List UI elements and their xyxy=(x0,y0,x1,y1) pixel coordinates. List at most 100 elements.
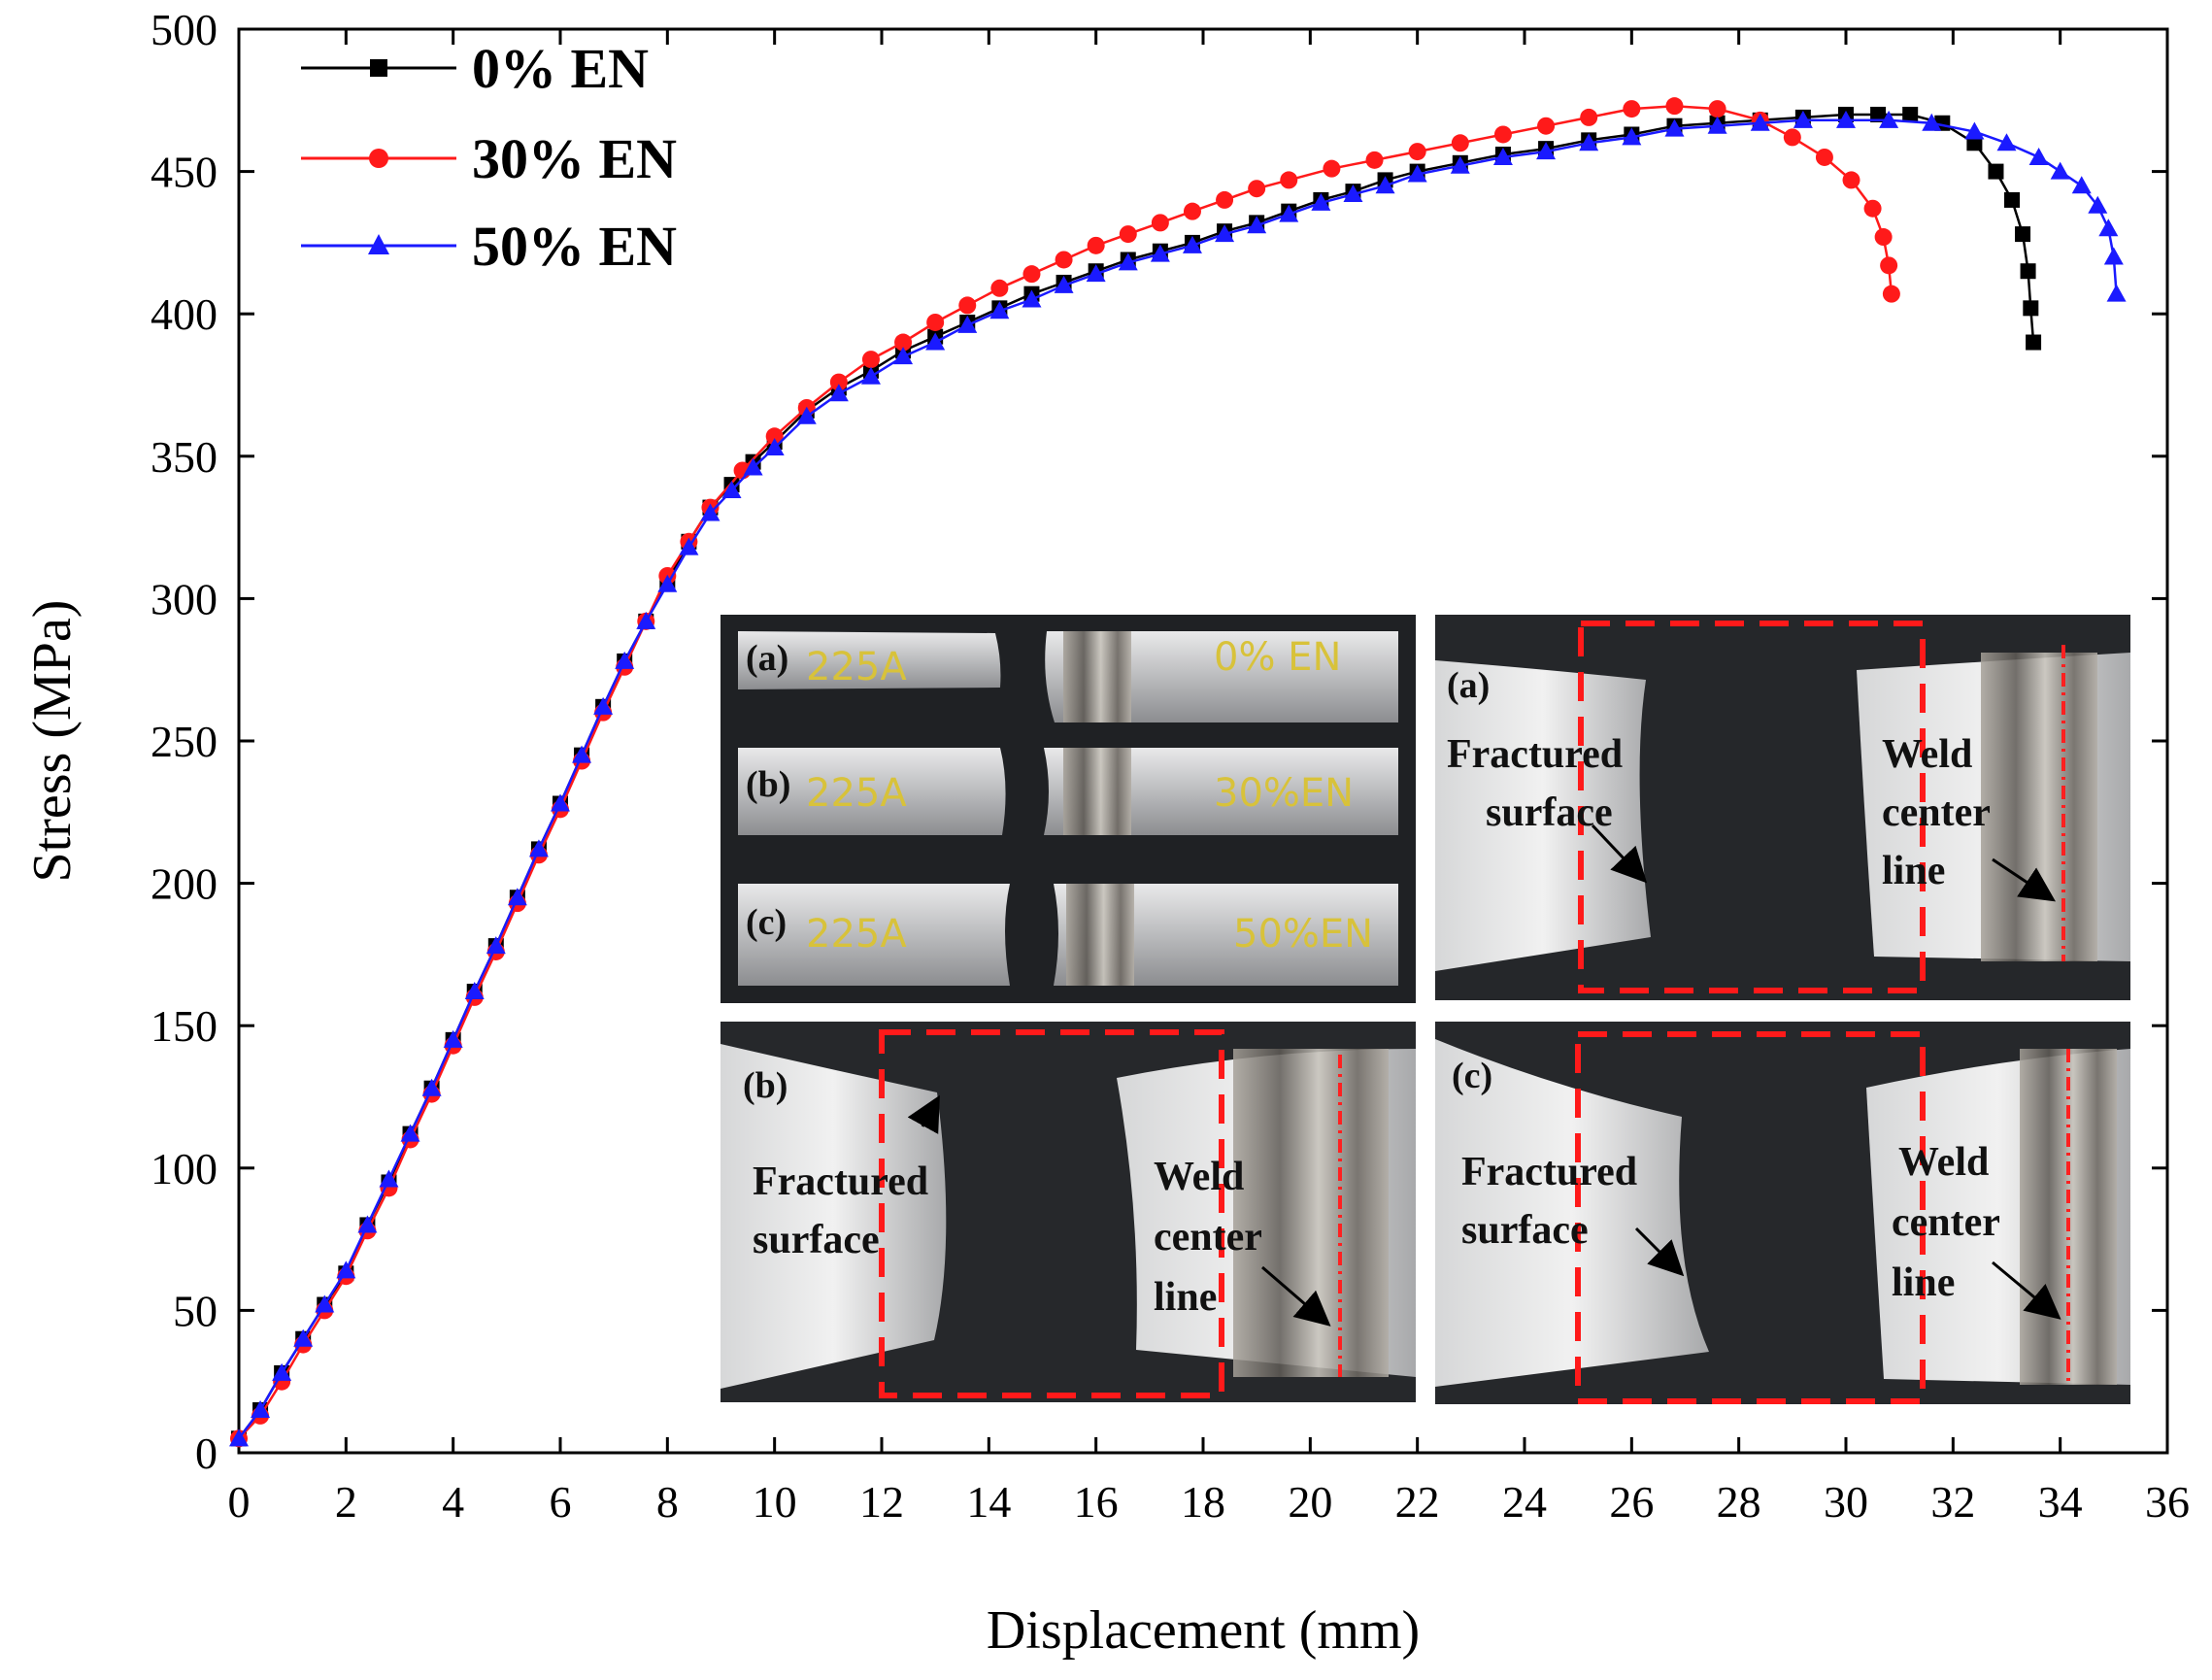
x-tick-label: 32 xyxy=(1930,1477,1975,1527)
data-point xyxy=(989,301,1010,319)
x-tick-label: 8 xyxy=(656,1477,679,1527)
data-point xyxy=(1151,214,1169,232)
data-point xyxy=(1492,147,1513,165)
data-point xyxy=(1537,117,1556,135)
data-point xyxy=(957,315,978,333)
y-tick-label: 400 xyxy=(151,289,218,339)
data-point xyxy=(1279,204,1299,222)
axis-ticks xyxy=(237,27,2169,1455)
data-point xyxy=(764,438,785,456)
overview-left-text-a: 225A xyxy=(806,645,907,689)
legend-item-1: 30% EN xyxy=(301,127,677,190)
x-tick-label: 24 xyxy=(1502,1477,1547,1527)
data-point xyxy=(828,384,849,402)
x-tick-label: 26 xyxy=(1609,1477,1654,1527)
data-point xyxy=(551,793,570,812)
data-point xyxy=(1247,216,1267,234)
y-tick-label: 0 xyxy=(195,1428,218,1478)
data-point xyxy=(1086,264,1106,283)
data-point xyxy=(636,611,656,629)
data-point xyxy=(1996,133,2017,151)
x-tick-label: 0 xyxy=(228,1477,251,1527)
data-point xyxy=(893,347,914,365)
legend-label-1: 30% EN xyxy=(472,127,677,190)
overview-right-text-c: 50%EN xyxy=(1233,912,1373,957)
data-point xyxy=(1375,176,1395,194)
data-point xyxy=(765,427,784,446)
panel-b-fracture-label-2: surface xyxy=(753,1218,880,1262)
data-point xyxy=(2015,226,2031,243)
x-tick-label: 16 xyxy=(1074,1477,1119,1527)
data-point xyxy=(357,1215,378,1233)
data-point xyxy=(743,457,763,476)
x-tick-label: 34 xyxy=(2038,1477,2083,1527)
data-point xyxy=(1248,180,1266,198)
legend: 0% EN 30% EN 50% EN xyxy=(301,37,677,278)
panel-c-tag: (c) xyxy=(1452,1056,1492,1096)
data-point xyxy=(272,1362,292,1381)
data-point xyxy=(1150,244,1170,262)
x-tick-label: 28 xyxy=(1717,1477,1761,1527)
data-point xyxy=(796,406,817,424)
x-tick-labels: 0 2 4 6 8 10 12 14 16 18 20 22 24 26 28 30 32 34 36 xyxy=(228,1477,2191,1527)
data-point xyxy=(1343,185,1363,203)
data-point xyxy=(1880,256,1898,275)
data-point xyxy=(2028,147,2049,165)
data-point xyxy=(1118,252,1138,271)
x-tick-label: 12 xyxy=(859,1477,904,1527)
panel-b-weld-label-2: center xyxy=(1154,1215,1262,1260)
overview-right-text-b: 30%EN xyxy=(1214,771,1354,816)
data-point xyxy=(400,1124,420,1142)
data-point xyxy=(1922,113,1942,131)
legend-item-0: 0% EN xyxy=(301,37,649,100)
data-point xyxy=(1022,289,1042,308)
overview-tag-b: (b) xyxy=(746,764,790,805)
series-2 xyxy=(229,110,2127,1447)
x-tick-label: 22 xyxy=(1395,1477,1440,1527)
data-point xyxy=(1882,285,1900,303)
y-tick-label: 450 xyxy=(151,148,218,197)
y-tick-labels: 0 50 100 150 200 250 300 350 400 450 500 xyxy=(151,5,218,1478)
y-tick-label: 50 xyxy=(173,1286,218,1335)
data-point xyxy=(2020,263,2036,280)
panel-a-weld-label-3: line xyxy=(1882,849,1945,893)
data-point xyxy=(990,279,1009,297)
legend-label-0: 0% EN xyxy=(472,37,649,100)
legend-item-2: 50% EN xyxy=(301,215,677,278)
specimen-a xyxy=(738,631,1398,722)
data-point xyxy=(925,332,946,351)
data-point xyxy=(1664,118,1685,137)
data-point xyxy=(1902,106,1919,122)
data-point xyxy=(1215,224,1235,243)
data-point xyxy=(861,351,880,369)
inset-panel-a: (a) Fractured surface Weld center line xyxy=(1435,615,2130,1000)
panel-b-tag: (b) xyxy=(743,1065,788,1106)
overview-tag-a: (a) xyxy=(746,638,788,679)
data-point xyxy=(2106,284,2127,302)
data-point xyxy=(593,696,614,715)
x-tick-label: 6 xyxy=(550,1477,572,1527)
data-point xyxy=(1580,108,1598,126)
data-point xyxy=(1311,192,1331,211)
x-axis-title: Displacement (mm) xyxy=(987,1600,1420,1661)
data-point xyxy=(1708,100,1726,118)
panel-a-fracture-label-2: surface xyxy=(1486,790,1613,835)
data-point xyxy=(2098,218,2119,237)
data-point xyxy=(2023,300,2039,317)
panel-a-weld-label-2: center xyxy=(1882,790,1991,835)
y-tick-label: 300 xyxy=(151,574,218,623)
data-point xyxy=(860,366,881,385)
data-point xyxy=(1783,128,1801,147)
data-point xyxy=(379,1169,399,1188)
x-tick-label: 4 xyxy=(442,1477,464,1527)
data-point xyxy=(958,296,977,315)
panel-a-weld-label-1: Weld xyxy=(1882,732,1972,777)
x-tick-label: 36 xyxy=(2145,1477,2190,1527)
x-tick-label: 2 xyxy=(335,1477,357,1527)
overview-tag-c: (c) xyxy=(746,902,787,943)
data-point xyxy=(894,333,913,352)
data-point xyxy=(2026,334,2042,351)
data-point xyxy=(1451,134,1469,152)
y-tick-label: 150 xyxy=(151,1001,218,1051)
data-point xyxy=(528,839,549,857)
